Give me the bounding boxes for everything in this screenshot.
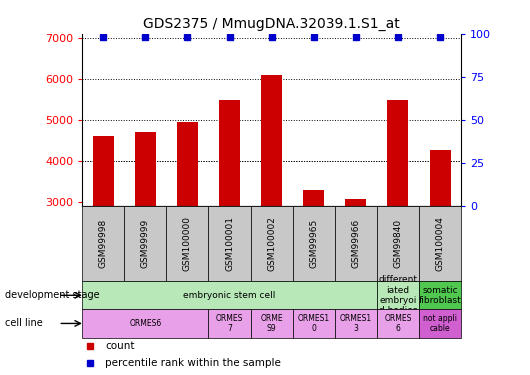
Bar [135, 132, 156, 206]
Bar [335, 309, 377, 338]
Bar [429, 150, 450, 206]
Text: GSM99840: GSM99840 [393, 219, 402, 268]
Text: GSM99966: GSM99966 [351, 219, 360, 268]
Bar [303, 190, 324, 206]
Text: GSM99965: GSM99965 [309, 219, 318, 268]
Text: ORMES6: ORMES6 [129, 319, 162, 328]
Bar [251, 206, 293, 281]
Text: ORMES
7: ORMES 7 [216, 314, 243, 333]
Text: GSM99998: GSM99998 [99, 219, 108, 268]
Bar [251, 309, 293, 338]
Text: development stage: development stage [5, 290, 100, 300]
Text: ORMES1
3: ORMES1 3 [340, 314, 372, 333]
Bar [419, 206, 461, 281]
Bar [93, 136, 114, 206]
Bar [177, 122, 198, 206]
Bar [346, 199, 366, 206]
Bar [419, 309, 461, 338]
Bar [293, 206, 335, 281]
Text: GSM99999: GSM99999 [141, 219, 150, 268]
Bar [261, 75, 282, 206]
Text: cell line: cell line [5, 318, 43, 328]
Bar [419, 281, 461, 309]
Text: embryonic stem cell: embryonic stem cell [183, 291, 276, 300]
Bar [82, 309, 208, 338]
Text: ORMES1
0: ORMES1 0 [298, 314, 330, 333]
Text: somatic
fibroblast: somatic fibroblast [419, 286, 462, 305]
Bar [82, 281, 377, 309]
Text: GSM100002: GSM100002 [267, 216, 276, 271]
Text: GSM100000: GSM100000 [183, 216, 192, 271]
Text: not appli
cable: not appli cable [423, 314, 457, 333]
Text: count: count [105, 341, 135, 351]
Title: GDS2375 / MmugDNA.32039.1.S1_at: GDS2375 / MmugDNA.32039.1.S1_at [143, 17, 400, 32]
Bar [293, 309, 335, 338]
Bar [124, 206, 166, 281]
Bar [377, 309, 419, 338]
Bar [208, 309, 251, 338]
Bar [166, 206, 208, 281]
Bar [377, 281, 419, 309]
Bar [335, 206, 377, 281]
Bar [377, 206, 419, 281]
Bar [219, 100, 240, 206]
Bar [208, 206, 251, 281]
Text: different
iated
embryoi
d bodies: different iated embryoi d bodies [378, 275, 418, 315]
Text: GSM100001: GSM100001 [225, 216, 234, 271]
Text: ORME
S9: ORME S9 [260, 314, 283, 333]
Text: GSM100004: GSM100004 [436, 216, 445, 271]
Bar [387, 100, 409, 206]
Text: percentile rank within the sample: percentile rank within the sample [105, 358, 281, 368]
Text: ORMES
6: ORMES 6 [384, 314, 412, 333]
Bar [82, 206, 124, 281]
